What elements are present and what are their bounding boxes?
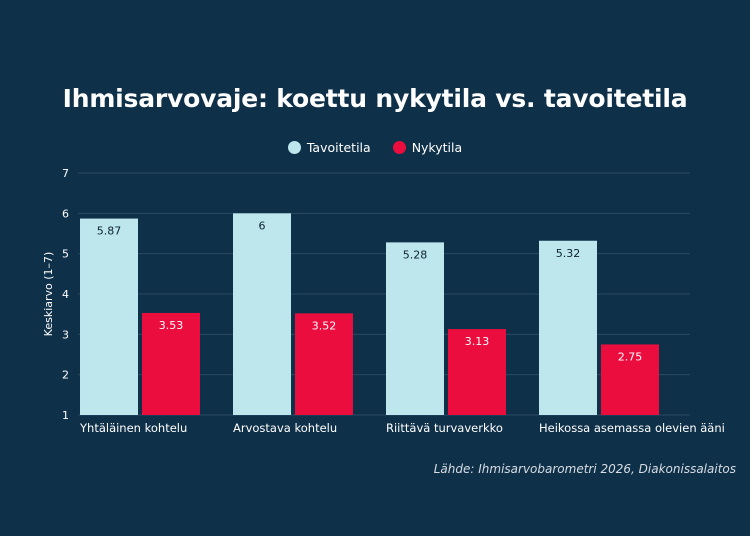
bar-tavoitetila bbox=[233, 213, 291, 415]
y-tick-label: 4 bbox=[62, 288, 69, 301]
legend-swatch-tavoitetila bbox=[287, 141, 301, 154]
y-tick-label: 7 bbox=[62, 167, 69, 180]
y-tick-label: 2 bbox=[62, 369, 69, 382]
bar-value-label: 2.75 bbox=[618, 350, 643, 363]
bar-tavoitetila bbox=[80, 218, 138, 415]
y-tick-label: 1 bbox=[62, 409, 69, 422]
y-tick-label: 6 bbox=[62, 207, 69, 220]
bar-value-label: 6 bbox=[259, 219, 266, 232]
bar-value-label: 3.13 bbox=[465, 335, 490, 348]
legend-label-nykytila: Nykytila bbox=[411, 140, 463, 155]
legend-label-tavoitetila: Tavoitetila bbox=[306, 140, 371, 155]
bar-value-label: 5.28 bbox=[403, 248, 428, 261]
y-tick-label: 5 bbox=[62, 248, 69, 261]
y-axis-label: Keskiarvo (1–7) bbox=[42, 252, 55, 337]
bar-nykytila bbox=[295, 313, 353, 415]
legend-item-nykytila: Nykytila bbox=[392, 140, 463, 155]
bar-nykytila bbox=[601, 344, 659, 415]
bar-value-label: 5.32 bbox=[556, 247, 581, 260]
chart-title: Ihmisarvovaje: koettu nykytila vs. tavoi… bbox=[62, 84, 688, 113]
legend-swatch-nykytila bbox=[392, 141, 406, 154]
bar-tavoitetila bbox=[539, 240, 597, 415]
bar-nykytila bbox=[142, 312, 200, 415]
legend-item-tavoitetila: Tavoitetila bbox=[287, 140, 371, 155]
bar-tavoitetila bbox=[386, 242, 444, 415]
y-tick-label: 3 bbox=[62, 328, 69, 341]
bar-nykytila bbox=[448, 329, 506, 415]
x-category-label: Riittävä turvaverkko bbox=[386, 421, 503, 435]
axes: 1 2 3 4 5 6 7 Keskiarvo (1–7) Yhtäläinen kohtelu… bbox=[42, 167, 725, 435]
bars: 5.87 3.53 6 3.52 5.28 3.13 5.32 2.75 bbox=[80, 213, 659, 415]
bar-value-label: 5.87 bbox=[97, 225, 122, 238]
bar-value-label: 3.53 bbox=[159, 319, 184, 332]
source-note: Lähde: Ihmisarvobarometri 2026, Diakonis… bbox=[433, 462, 736, 476]
x-category-label: Heikossa asemassa olevien ääni bbox=[539, 421, 725, 435]
bar-value-label: 3.52 bbox=[312, 319, 337, 332]
x-category-label: Yhtäläinen kohtelu bbox=[79, 421, 187, 435]
x-category-label: Arvostava kohtelu bbox=[233, 421, 337, 435]
legend: Tavoitetila Nykytila bbox=[0, 140, 750, 155]
